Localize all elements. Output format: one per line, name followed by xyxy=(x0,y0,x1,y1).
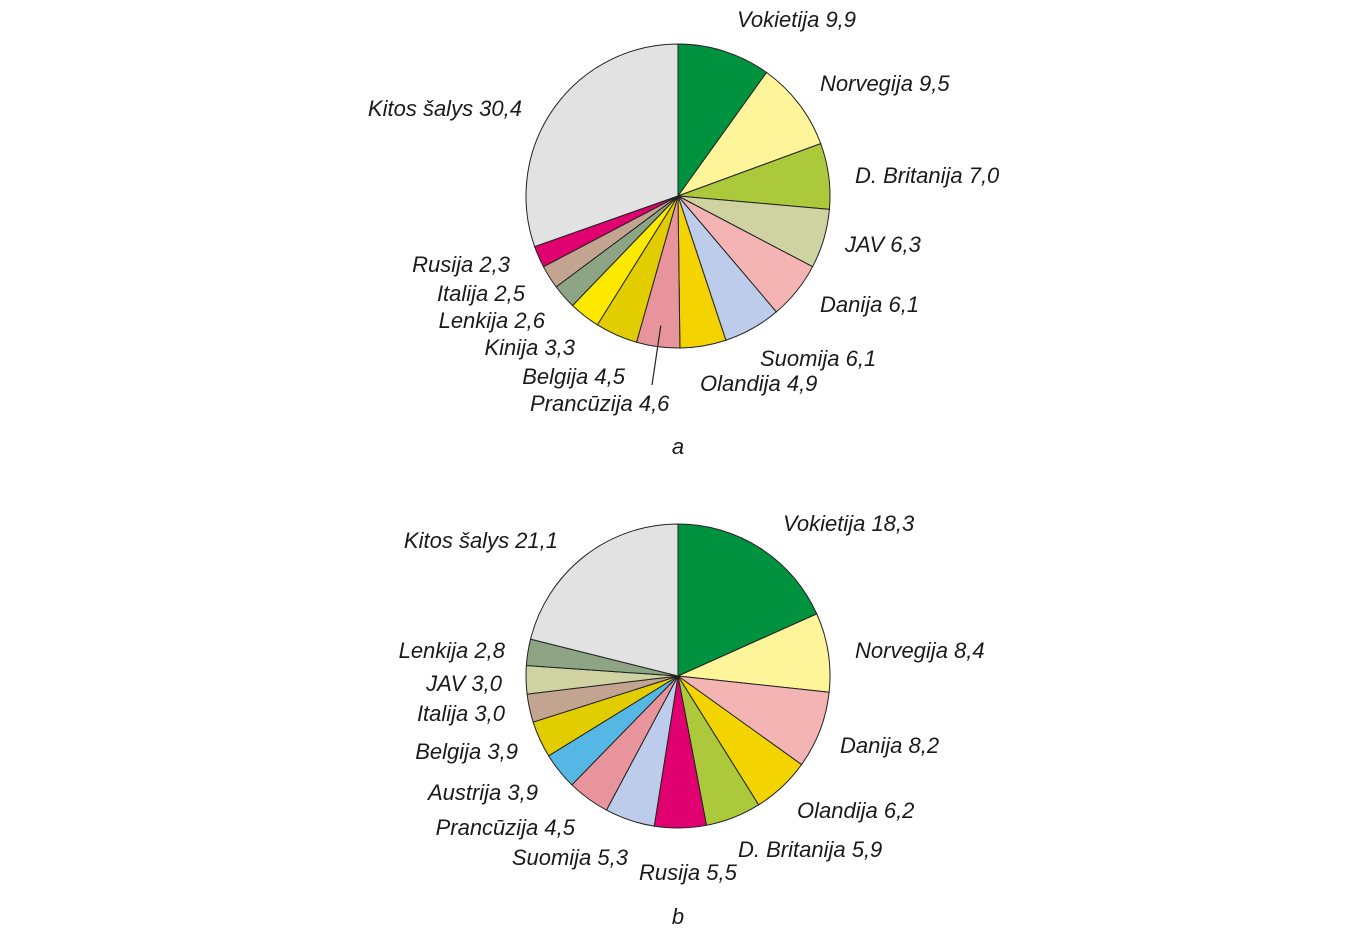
slice-label: Lenkija 2,6 xyxy=(439,308,546,333)
chart-caption-a: a xyxy=(672,434,684,459)
slice-label: JAV 3,0 xyxy=(425,671,503,696)
slice-label: Vokietija 9,9 xyxy=(737,7,856,32)
slice-label: Prancūzija 4,6 xyxy=(530,391,670,416)
slice-label: Suomija 5,3 xyxy=(512,845,629,870)
slice-label: Olandija 4,9 xyxy=(700,371,817,396)
slice-label: Kinija 3,3 xyxy=(484,335,575,360)
pie-slice xyxy=(677,523,818,677)
slice-label: Vokietija 18,3 xyxy=(783,511,915,536)
slice-label: Prancūzija 4,5 xyxy=(436,815,576,840)
slice-label: Italija 2,5 xyxy=(437,281,526,306)
leader-line xyxy=(651,325,662,386)
slice-label: Kitos šalys 30,4 xyxy=(368,96,522,121)
slice-label: Lenkija 2,8 xyxy=(399,638,506,663)
slice-label: Rusija 5,5 xyxy=(639,860,738,885)
pie-slice xyxy=(525,43,679,248)
slice-label: Danija 6,1 xyxy=(820,292,919,317)
slice-label: Suomija 6,1 xyxy=(760,346,876,371)
pie-chart-b: Vokietija 18,3 Norvegija 8,4 Danija 8,2 Ola… xyxy=(399,511,985,885)
slice-label: Danija 8,2 xyxy=(840,733,939,758)
slice-label: D. Britanija 7,0 xyxy=(855,163,1000,188)
pie-slice xyxy=(677,43,768,198)
slice-label: Norvegija 8,4 xyxy=(855,638,985,663)
slice-label: Belgija 3,9 xyxy=(415,739,518,764)
pie-slice xyxy=(676,71,822,198)
pie-chart-a: Vokietija 9,9 Norvegija 9,5 D. Britanija 7… xyxy=(368,7,1000,416)
pie-slice xyxy=(529,523,679,677)
slice-label: D. Britanija 5,9 xyxy=(738,837,882,862)
slice-label: Belgija 4,5 xyxy=(522,364,626,389)
slice-label: Rusija 2,3 xyxy=(412,252,511,277)
slice-label: JAV 6,3 xyxy=(844,232,922,257)
slice-label: Norvegija 9,5 xyxy=(820,71,950,96)
slice-label: Olandija 6,2 xyxy=(797,798,914,823)
slice-label: Italija 3,0 xyxy=(417,701,506,726)
slice-label: Austrija 3,9 xyxy=(426,780,538,805)
chart-caption-b: b xyxy=(672,904,684,929)
slice-label: Kitos šalys 21,1 xyxy=(404,528,558,553)
